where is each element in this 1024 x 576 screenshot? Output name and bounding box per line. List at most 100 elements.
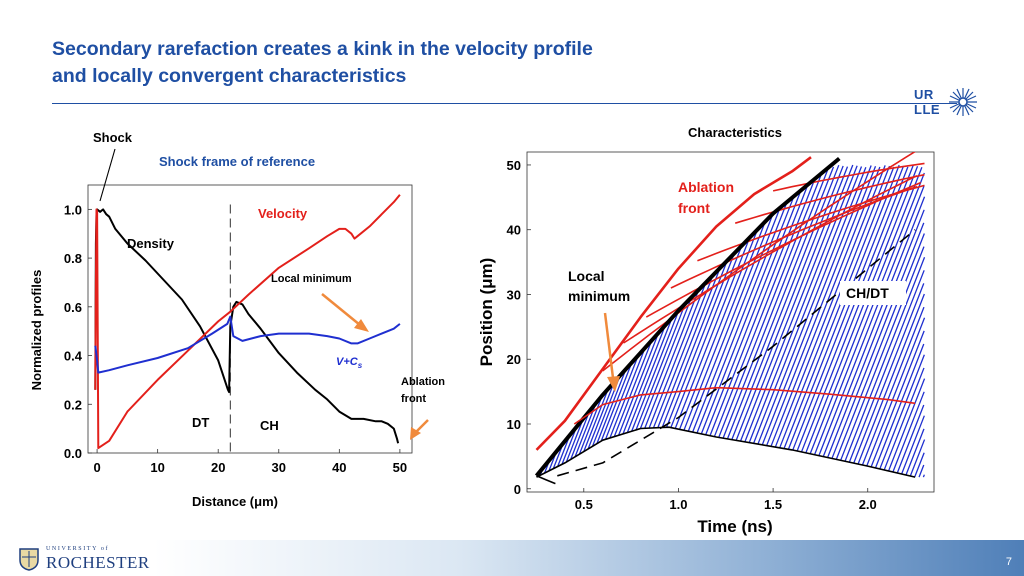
blue-characteristic bbox=[600, 363, 633, 442]
blue-characteristic bbox=[809, 166, 923, 455]
profiles-series bbox=[94, 194, 401, 450]
x-tick-label: 0 bbox=[93, 460, 100, 475]
chdt-label: CH/DT bbox=[846, 285, 889, 301]
local-minimum-right-line2: minimum bbox=[568, 288, 630, 304]
x-tick-label: 30 bbox=[272, 460, 286, 475]
series-ablation-front bbox=[535, 156, 812, 451]
x-tick-label: 20 bbox=[211, 460, 225, 475]
red-characteristic bbox=[602, 152, 916, 372]
y-tick-label: 10 bbox=[507, 417, 521, 432]
profiles-ticks: 0 10 20 30 40 50 0.0 0.2 0.4 0.6 0.8 1.0 bbox=[64, 202, 407, 475]
blue-characteristic bbox=[687, 214, 774, 432]
ablation-front-right-line2: front bbox=[678, 200, 710, 216]
y-tick-label: 50 bbox=[507, 158, 521, 173]
local-minimum-label: Local minimum bbox=[271, 273, 352, 285]
blue-characteristic bbox=[683, 223, 765, 431]
blue-characteristic bbox=[874, 343, 925, 469]
shock-frame-label: Shock frame of reference bbox=[159, 154, 315, 169]
blue-characteristic bbox=[596, 370, 626, 444]
blue-characteristic bbox=[739, 166, 849, 442]
blue-characteristic bbox=[622, 326, 666, 435]
profiles-plot-frame bbox=[87, 184, 413, 454]
blue-characteristic bbox=[909, 439, 926, 477]
slide-title-line1: Secondary rarefaction creates a kink in … bbox=[52, 38, 593, 60]
blue-characteristic bbox=[792, 165, 905, 451]
blue-characteristic bbox=[561, 427, 577, 465]
y-tick-label: 0 bbox=[514, 482, 521, 497]
blue-characteristic bbox=[892, 391, 925, 473]
blue-characteristic bbox=[853, 283, 925, 464]
blue-characteristic bbox=[748, 165, 858, 443]
blue-characteristic bbox=[578, 395, 603, 455]
ablation-front-label-line1: Ablation bbox=[401, 376, 445, 388]
ablation-front-right-line1: Ablation bbox=[678, 179, 734, 195]
blue-characteristic bbox=[896, 404, 925, 474]
page-number: 7 bbox=[1005, 556, 1012, 568]
blue-characteristic bbox=[735, 165, 844, 441]
x-tick-label: 50 bbox=[393, 460, 407, 475]
local-minimum-arrow bbox=[321, 293, 369, 332]
profiles-plot-area bbox=[87, 184, 413, 454]
blue-characteristic bbox=[631, 312, 679, 432]
y-tick-label: 0.8 bbox=[64, 251, 82, 266]
blue-characteristic bbox=[587, 383, 615, 450]
blue-characteristic bbox=[866, 317, 926, 467]
urlle-logo: UR LLE bbox=[912, 86, 978, 122]
x-tick-label: 1.5 bbox=[764, 497, 782, 512]
x-tick-label: 10 bbox=[150, 460, 164, 475]
vcs-label: V+Cs bbox=[336, 356, 363, 370]
blue-characteristic bbox=[570, 412, 590, 460]
characteristics-y-axis-label: Position (μm) bbox=[477, 258, 496, 367]
vcs-label-main: V+C bbox=[336, 356, 359, 368]
blue-characteristic bbox=[818, 185, 925, 456]
blue-characteristic bbox=[922, 474, 925, 478]
x-tick-label: 1.0 bbox=[669, 497, 687, 512]
y-tick-label: 0.6 bbox=[64, 300, 82, 315]
y-tick-label: 0.4 bbox=[64, 349, 83, 364]
series-velocity bbox=[94, 194, 401, 450]
characteristics-series bbox=[534, 156, 916, 485]
blue-characteristic bbox=[722, 168, 829, 439]
blue-characteristic bbox=[639, 297, 693, 429]
blue-characteristic bbox=[678, 230, 758, 430]
blue-characteristic bbox=[609, 347, 646, 439]
footer-band bbox=[0, 540, 1024, 576]
blue-characteristic bbox=[835, 233, 925, 460]
blue-characteristic bbox=[779, 165, 891, 449]
blue-characteristic bbox=[700, 198, 794, 435]
blue-characteristic bbox=[918, 464, 925, 478]
ch-region-label: CH bbox=[260, 418, 279, 433]
blue-characteristic bbox=[661, 262, 728, 428]
blue-characteristic bbox=[844, 257, 926, 462]
logo-line2: LLE bbox=[914, 102, 941, 117]
series-secondary-reflection bbox=[573, 386, 916, 425]
blue-characteristic bbox=[565, 420, 584, 463]
blue-characteristic bbox=[879, 354, 925, 470]
red-characteristic bbox=[697, 184, 925, 262]
laser-burst-icon bbox=[949, 88, 977, 116]
dt-region-label: DT bbox=[192, 415, 209, 430]
blue-characteristic bbox=[618, 333, 659, 436]
y-tick-label: 20 bbox=[507, 352, 521, 367]
logo-line1: UR bbox=[914, 87, 934, 102]
blue-characteristic bbox=[857, 293, 925, 465]
blue-characteristic bbox=[583, 390, 609, 452]
characteristics-ticks: 0.5 1.0 1.5 2.0 0 10 20 30 40 50 bbox=[507, 158, 877, 512]
y-tick-label: 40 bbox=[507, 223, 521, 238]
chdt-label-box: CH/DT bbox=[840, 281, 906, 305]
y-tick-label: 0.0 bbox=[64, 446, 82, 461]
characteristics-x-axis-label: Time (ns) bbox=[697, 517, 772, 536]
red-characteristic bbox=[734, 173, 925, 224]
red-characteristic bbox=[772, 162, 925, 192]
blue-characteristic bbox=[800, 165, 914, 453]
blue-characteristic bbox=[644, 289, 700, 429]
university-seal-icon bbox=[19, 548, 39, 571]
vcs-label-subscript: s bbox=[358, 361, 363, 370]
blue-characteristic bbox=[731, 164, 840, 440]
characteristics-plot-area bbox=[526, 151, 935, 493]
blue-characteristic bbox=[635, 305, 685, 431]
blue-characteristic bbox=[696, 202, 788, 434]
blue-characteristic bbox=[870, 330, 925, 468]
shock-pointer bbox=[99, 148, 116, 202]
